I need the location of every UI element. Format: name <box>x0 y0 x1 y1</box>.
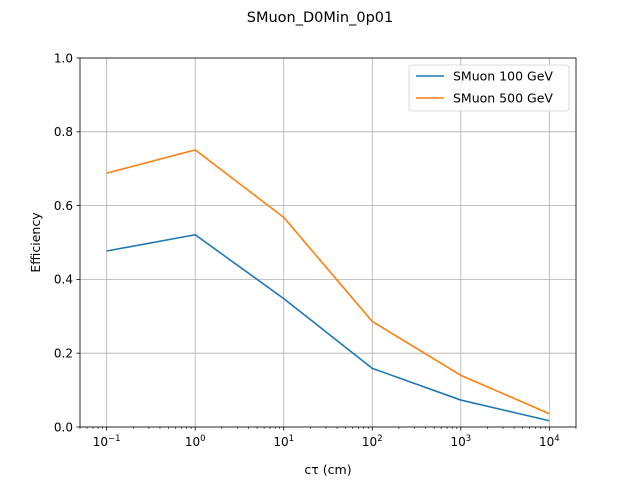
x-tick-label: 102 <box>362 434 383 449</box>
y-tick-label: 0.4 <box>54 273 73 287</box>
y-tick-label: 0.0 <box>54 420 73 434</box>
chart-title: SMuon_D0Min_0p01 <box>247 10 393 26</box>
series-line-smuon-100-gev <box>106 233 550 422</box>
x-tick-label: 103 <box>450 434 471 449</box>
x-tick-label: 101 <box>273 434 294 449</box>
series-lines <box>106 149 550 422</box>
x-tick-label: 100 <box>185 434 206 449</box>
legend-box <box>408 64 570 112</box>
y-tick-label: 0.6 <box>54 199 73 213</box>
x-ticks: 10−1 100 101 102 103 104 <box>93 427 560 449</box>
y-ticks: 0.0 0.2 0.4 0.6 0.8 1.0 <box>54 51 80 434</box>
series-line-smuon-500-gev <box>106 149 550 415</box>
y-axis-label: Efficiency <box>28 212 43 273</box>
x-tick-label: 10−1 <box>93 434 121 449</box>
x-tick-label: 104 <box>539 434 560 449</box>
y-tick-label: 0.8 <box>54 125 73 139</box>
plot-frame <box>79 57 577 428</box>
minor-ticks <box>79 427 577 429</box>
y-tick-label: 1.0 <box>54 51 73 65</box>
legend: SMuon 100 GeV SMuon 500 GeV <box>408 64 570 112</box>
y-tick-label: 0.2 <box>54 347 73 361</box>
x-axis-label: cτ (cm) <box>304 462 351 477</box>
legend-label: SMuon 100 GeV <box>453 69 553 84</box>
legend-label: SMuon 500 GeV <box>453 91 553 106</box>
